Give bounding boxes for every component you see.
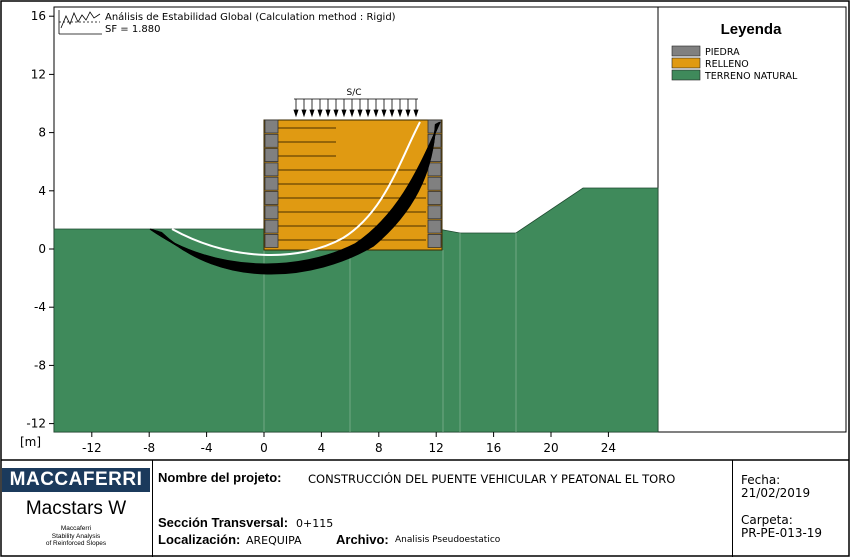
y-tick-label: 8 [38, 126, 46, 140]
file-value: Analisis Pseudoestatico [395, 535, 501, 545]
meta-column: Fecha: 21/02/2019 Carpeta: PR-PE-013-19 [732, 460, 850, 557]
x-tick-label: -4 [201, 441, 213, 455]
brand-block: MACCAFERRI Macstars W Maccaferri Stabili… [0, 460, 153, 557]
x-axis: -12 -8 -4 0 4 8 12 16 20 24 [82, 432, 616, 455]
surcharge-arrowhead [397, 109, 403, 118]
product-sub-line: of Reinforced Slopes [45, 540, 107, 547]
y-tick-label: 4 [38, 184, 46, 198]
date-value: 21/02/2019 [741, 486, 811, 500]
x-tick-label: -8 [143, 441, 155, 455]
stone-facing-left [264, 119, 279, 248]
surcharge-arrowhead [357, 109, 363, 118]
stone-block [264, 133, 279, 148]
surcharge-arrowhead [317, 109, 323, 118]
stone-block [427, 233, 442, 248]
stone-block [264, 191, 279, 205]
surcharge-arrowhead [405, 109, 411, 118]
legend-swatch [671, 57, 701, 69]
legend-swatch [671, 45, 701, 57]
slip-surface [160, 124, 437, 275]
product-sub-line: Stability Analysis [51, 532, 101, 540]
folder-value: PR-PE-013-19 [741, 526, 823, 540]
surcharge-arrowhead [413, 109, 419, 118]
y-tick-label: 16 [31, 9, 46, 23]
folder-label: Carpeta: [741, 513, 793, 527]
y-tick-label: -4 [34, 300, 46, 314]
stone-block [427, 176, 442, 191]
x-tick-label: 24 [601, 441, 616, 455]
stone-block [264, 205, 279, 220]
x-tick-label: 8 [375, 441, 383, 455]
footer-panel: MACCAFERRI Macstars W Maccaferri Stabili… [0, 460, 850, 557]
surcharge-arrowhead [341, 109, 347, 118]
y-tick-label: 12 [31, 67, 46, 81]
stone-block [427, 162, 442, 177]
x-tick-label: 20 [543, 441, 558, 455]
y-tick-label: 0 [38, 242, 46, 256]
project-label: Nombre del projeto: [158, 470, 282, 485]
stone-block [427, 219, 442, 234]
legend-label: PIEDRA [705, 47, 740, 58]
x-tick-label: 16 [486, 441, 501, 455]
section-label: Sección Transversal: [158, 515, 289, 530]
x-tick-label: 12 [429, 441, 444, 455]
y-axis: 16 12 8 4 0 -4 -8 -12 [26, 9, 54, 431]
surcharge-load [293, 98, 419, 118]
stone-block [427, 205, 442, 220]
x-tick-label: -12 [82, 441, 102, 455]
location-value: AREQUIPA [246, 534, 302, 547]
brand-logo: MACCAFERRI [2, 468, 150, 492]
y-tick-label: -12 [26, 417, 46, 431]
product-name: Macstars W [25, 498, 127, 519]
section-value: 0+115 [296, 517, 334, 530]
section-lines [263, 233, 517, 432]
surcharge-arrowhead [373, 109, 379, 118]
legend-title: Leyenda [721, 21, 783, 38]
surcharge-arrowhead [325, 109, 331, 118]
stone-block [264, 233, 279, 248]
stone-block [264, 219, 279, 234]
x-tick-label: 0 [260, 441, 268, 455]
legend-label: TERRENO NATURAL [704, 71, 798, 82]
slip-surfaces [149, 121, 441, 275]
critical-slip-surface [171, 121, 421, 256]
surcharge-arrowhead [389, 109, 395, 118]
safety-factor: SF = 1.880 [105, 24, 160, 35]
legend-swatch [671, 69, 701, 81]
sf-graph-icon [58, 10, 102, 35]
surcharge-arrowhead [309, 109, 315, 118]
surcharge-arrowhead [301, 109, 307, 118]
stone-block [427, 191, 442, 205]
location-label: Localización: [158, 532, 241, 547]
stone-block [264, 176, 279, 191]
surcharge-arrowhead [333, 109, 339, 118]
x-tick-label: 4 [318, 441, 326, 455]
unit-label: [m] [20, 435, 41, 449]
analysis-title: Análisis de Estabilidad Global (Calculat… [105, 11, 396, 23]
surcharge-label: S/C [346, 88, 361, 98]
surcharge-arrowhead [365, 109, 371, 118]
project-value: CONSTRUCCIÓN DEL PUENTE VEHICULAR Y PEAT… [308, 472, 676, 486]
surcharge-arrowhead [381, 109, 387, 118]
file-label: Archivo: [336, 532, 389, 547]
natural-terrain [53, 187, 659, 433]
stone-block [264, 148, 279, 163]
y-tick-label: -8 [34, 358, 46, 372]
legend-label: RELLENO [705, 59, 749, 70]
stone-block [264, 119, 279, 134]
product-subtitle: Maccaferri Stability Analysis of Reinfor… [0, 525, 152, 548]
surcharge-arrowhead [349, 109, 355, 118]
date-label: Fecha: [741, 473, 781, 487]
product-sub-line: Maccaferri [60, 525, 92, 532]
stone-block [264, 162, 279, 177]
surcharge-arrowhead [293, 109, 299, 118]
